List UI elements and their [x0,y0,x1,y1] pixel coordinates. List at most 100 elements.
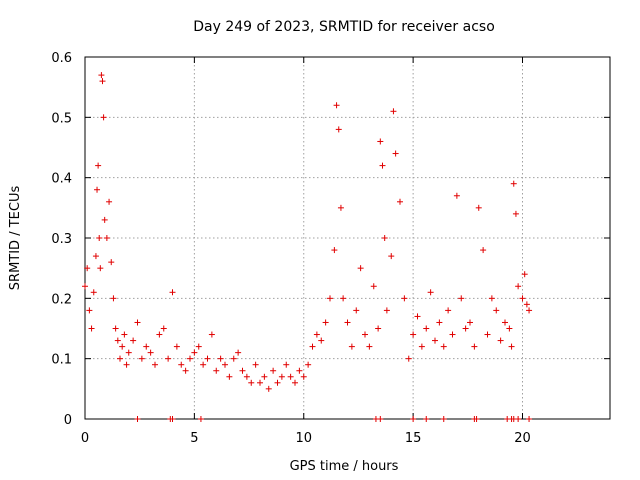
data-point [134,416,141,422]
data-point [248,379,255,386]
data-point [515,416,522,422]
x-tick-label: 15 [405,431,422,446]
data-point [388,253,395,260]
data-point [96,235,103,241]
x-tick-label: 10 [295,431,312,446]
y-tick-label: 0.2 [51,292,72,307]
chart-title: Day 249 of 2023, SRMTID for receiver acs… [193,19,495,35]
data-point [125,349,132,356]
data-point [508,343,515,350]
data-point [512,210,519,217]
data-point [239,367,246,374]
data-point [110,295,117,302]
data-point [383,307,390,314]
data-point [106,198,113,205]
data-point [160,325,167,332]
data-point [169,416,176,422]
data-point [427,289,434,296]
data-point [200,361,207,368]
data-point [292,379,298,386]
data-point [335,126,342,133]
data-point [453,192,460,199]
data-point [208,331,215,338]
data-point [152,361,158,368]
data-point [287,373,294,380]
data-point [423,416,430,422]
data-point [222,361,228,368]
data-point [322,319,329,326]
data-point [458,295,465,302]
data-point [309,343,316,350]
y-axis-label: SRMTID / TECUs [8,186,23,291]
data-point [327,295,333,302]
data-point [191,349,198,356]
data-point [130,337,137,344]
plot-frame [84,56,611,420]
data-point [274,379,281,386]
data-point [165,355,172,362]
data-point [526,416,533,422]
data-point [169,289,176,296]
data-point [156,331,163,338]
data-point [423,325,430,332]
data-point [432,337,438,344]
data-point [449,331,456,338]
data-point [296,367,303,374]
data-point [86,307,93,314]
y-tick-label: 0.1 [51,353,72,368]
data-point [108,259,115,266]
data-point [348,343,355,350]
data-point [377,138,384,145]
data-point [143,343,150,350]
data-point [401,295,408,302]
data-point [521,271,528,278]
data-point [340,295,347,302]
data-point [502,319,508,326]
data-point [84,265,91,272]
data-point [410,416,417,422]
data-point [300,373,307,380]
y-tick-label: 0.4 [51,172,72,187]
data-point [98,72,105,79]
data-point [213,367,220,374]
data-point [506,325,513,332]
x-axis-label: GPS time / hours [290,459,399,474]
data-point [370,283,377,290]
data-point [187,355,193,362]
data-point [119,343,126,350]
data-point [397,198,403,205]
data-point [344,319,351,326]
data-point [523,301,530,308]
data-point [366,343,373,350]
data-point [313,331,320,338]
data-points [82,72,533,422]
data-point [101,216,108,223]
y-tick-label: 0.6 [51,51,72,66]
data-point [173,343,180,350]
data-point [270,367,277,374]
grid [85,57,610,419]
data-point [467,319,473,326]
data-point [515,283,522,290]
data-point [440,343,447,350]
data-point [99,78,106,85]
data-point [357,265,364,272]
data-point [90,289,97,296]
data-point [305,361,312,368]
data-point [462,325,469,332]
data-point [117,355,123,362]
data-point [510,180,517,187]
data-point [88,325,95,332]
y-tick-labels: 0 0.1 0.2 0.3 0.4 0.5 0.6 [51,51,72,428]
data-point [488,295,495,302]
data-point [147,349,154,356]
x-tick-labels: 0 5 10 15 20 [81,431,531,446]
data-point [114,337,121,344]
data-point [252,361,259,368]
data-point [480,247,487,254]
data-point [278,373,285,380]
data-point [95,162,102,169]
data-point [392,150,399,157]
data-point [440,416,447,422]
